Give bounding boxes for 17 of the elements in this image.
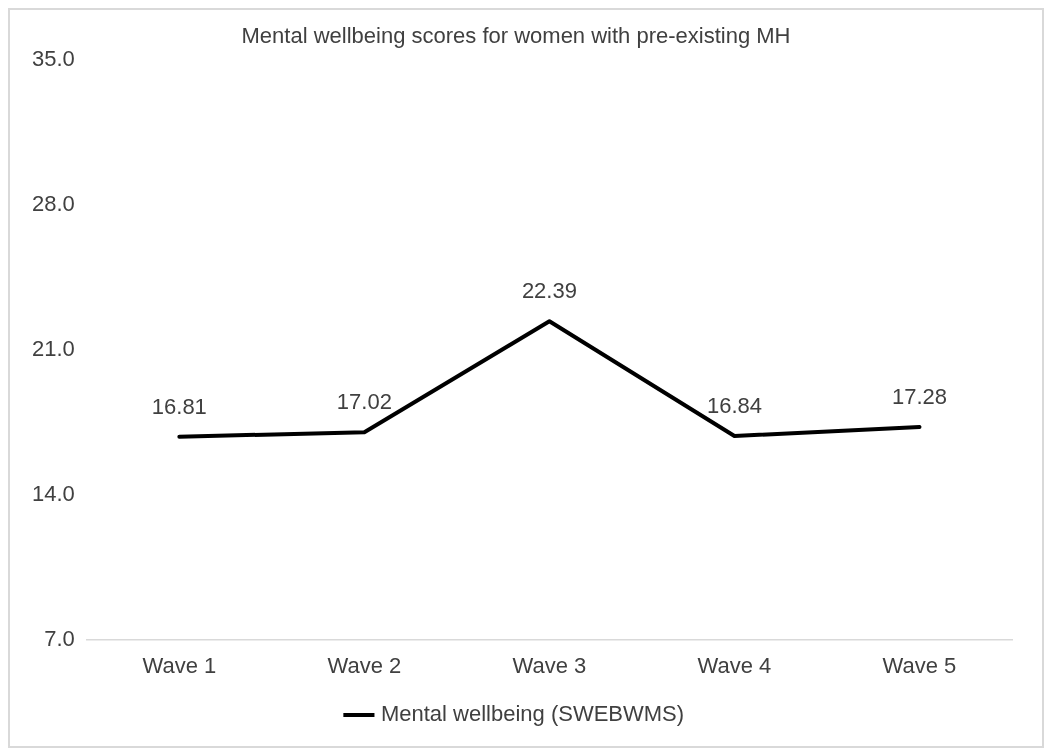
x-tick-label: Wave 2	[327, 652, 402, 678]
chart-title: Mental wellbeing scores for women with pre-existing MH	[241, 23, 791, 49]
y-tick-label: 28.0	[31, 191, 75, 217]
y-tick-label: 21.0	[31, 336, 75, 362]
data-label: 17.28	[891, 384, 948, 410]
legend-label: Mental wellbeing (SWEBWMS)	[380, 701, 685, 727]
x-tick-label: Wave 5	[882, 652, 957, 678]
y-tick-label: 7.0	[44, 625, 75, 651]
y-tick-label: 35.0	[31, 46, 75, 72]
data-label: 16.84	[706, 393, 762, 419]
x-tick-label: Wave 3	[512, 652, 587, 678]
data-label: 16.81	[151, 393, 207, 419]
y-tick-label: 14.0	[31, 480, 75, 506]
x-tick-label: Wave 4	[697, 652, 772, 678]
data-label: 22.39	[521, 278, 577, 304]
data-label: 17.02	[336, 389, 392, 415]
x-tick-label: Wave 1	[142, 652, 217, 678]
